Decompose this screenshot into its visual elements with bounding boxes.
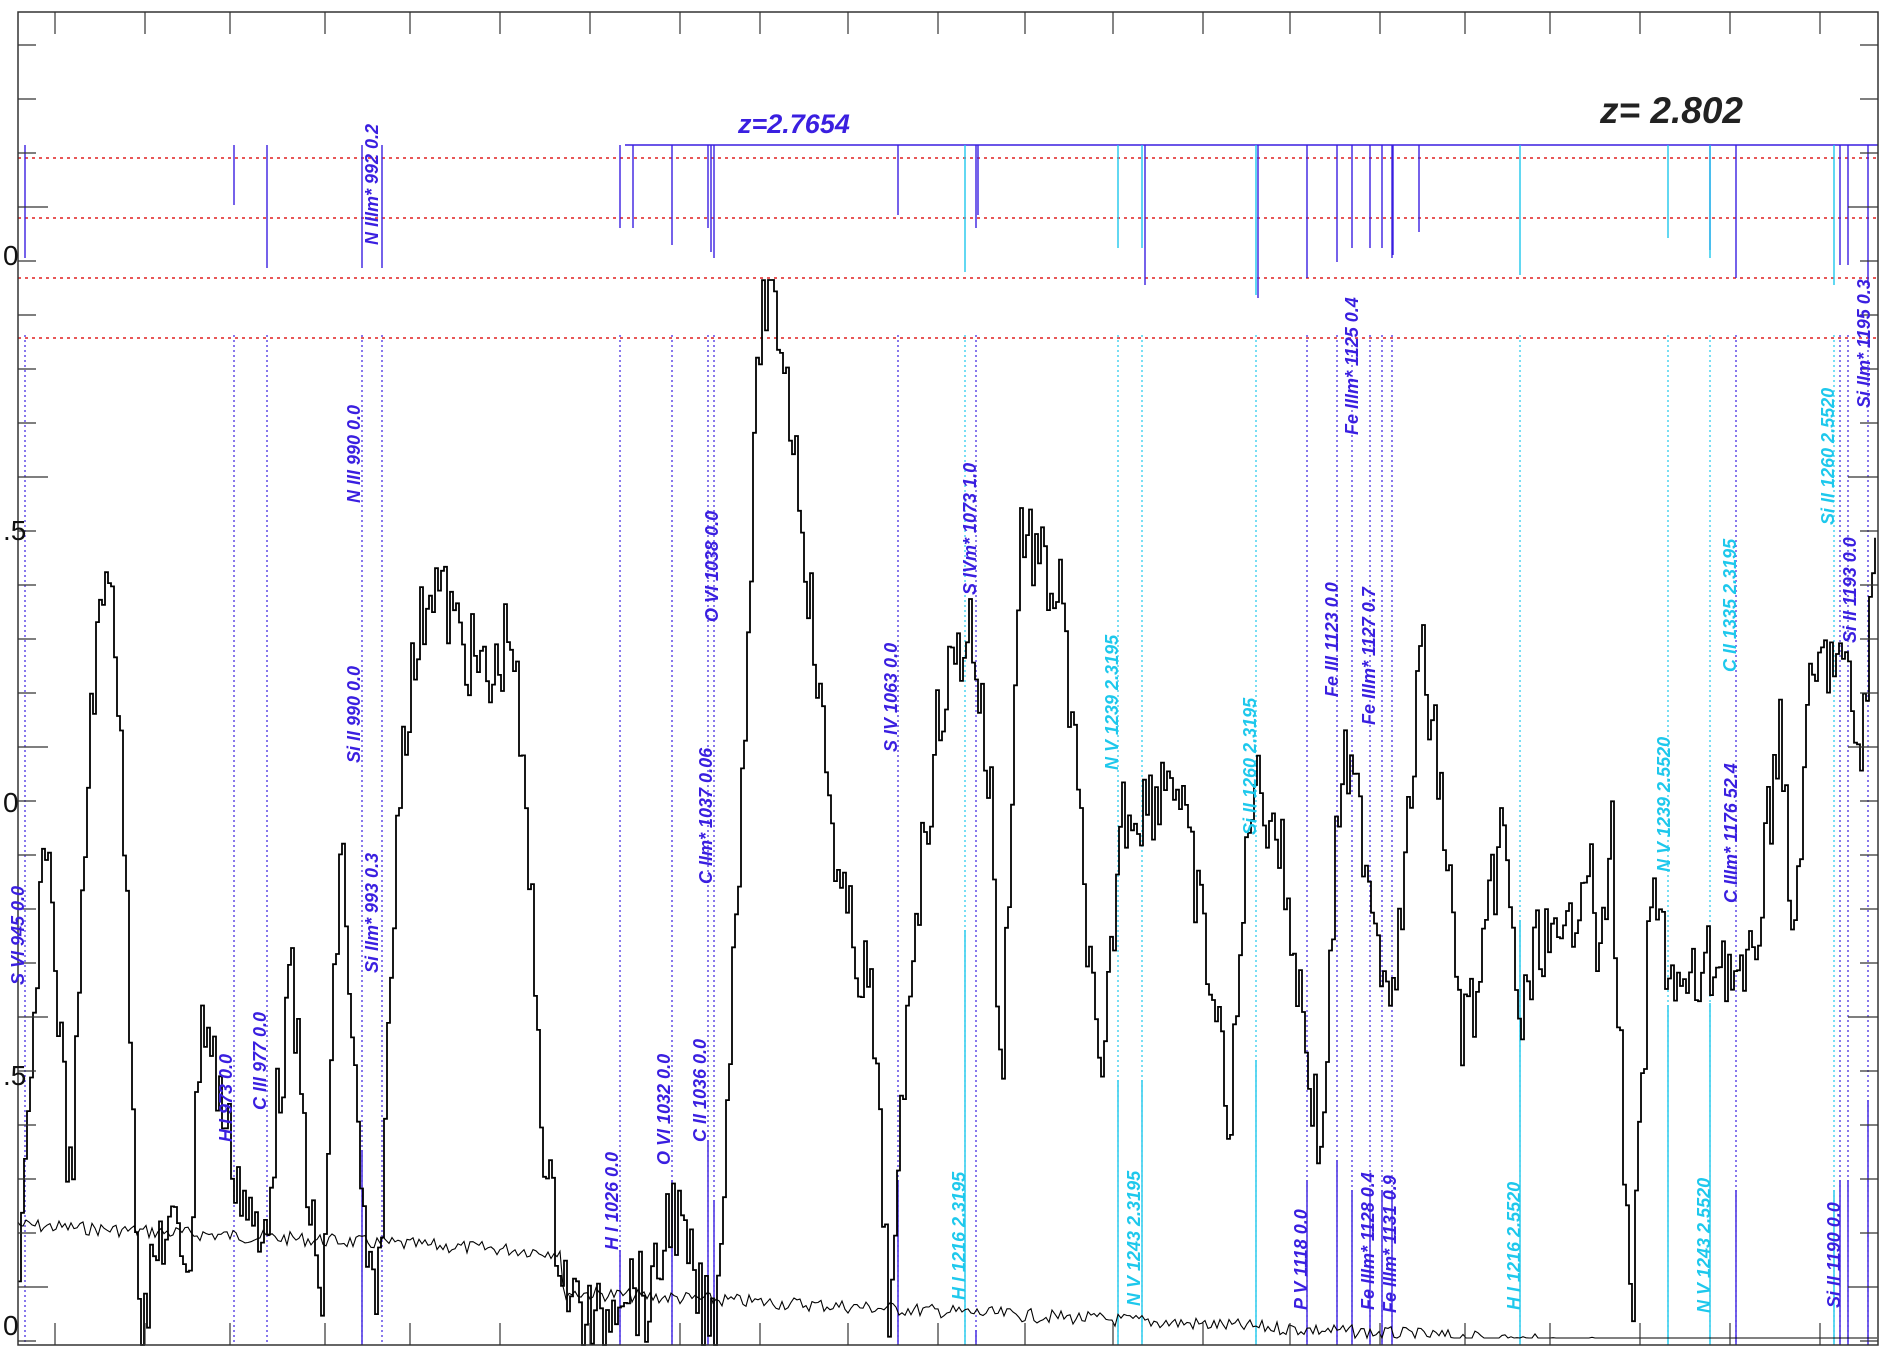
line-label-31: Si II 1260 2.5520 bbox=[1818, 388, 1838, 525]
line-label-1: H I 973 0.0 bbox=[216, 1054, 236, 1142]
line-markers-layer bbox=[24, 145, 1869, 1345]
line-label-21: Fe IIIm* 1127 0.7 bbox=[1359, 586, 1379, 725]
line-label-13: S IVm* 1073 1.0 bbox=[960, 463, 980, 595]
flux-spectrum bbox=[18, 279, 1876, 1346]
line-label-3: N IIIm* 992 0.2 bbox=[362, 124, 382, 245]
line-label-15: N V 1239 2.3195 bbox=[1102, 634, 1122, 770]
flux-spectrum-layer bbox=[18, 279, 1876, 1346]
line-label-24: H I 1216 2.5520 bbox=[1504, 1182, 1524, 1310]
line-label-32: Si IIm* 1195 0.3 bbox=[1854, 279, 1874, 408]
error-spectrum bbox=[17, 1218, 1877, 1340]
line-label-12: S IV 1063 0.0 bbox=[881, 643, 901, 752]
line-label-0: S VI 945 0.0 bbox=[8, 886, 28, 985]
line-label-7: H I 1026 0.0 bbox=[602, 1152, 622, 1250]
reference-lines-layer bbox=[18, 144, 1878, 339]
line-label-11: O VI 1038 0.0 bbox=[702, 511, 722, 622]
line-label-28: C II 1335 2.3195 bbox=[1720, 538, 1740, 672]
redshift-label-system-a: z=2.7654 bbox=[737, 109, 850, 139]
line-label-8: O VI 1032 0.0 bbox=[654, 1054, 674, 1165]
y-tick-label-2: 0 bbox=[3, 787, 19, 818]
line-label-25: N V 1239 2.5520 bbox=[1654, 737, 1674, 872]
line-label-26: N V 1243 2.5520 bbox=[1694, 1178, 1714, 1313]
redshift-label-main: z= 2.802 bbox=[1599, 90, 1743, 131]
y-tick-label-1: .5 bbox=[3, 515, 26, 546]
line-label-23: Fe IIIm* 1131 0.9 bbox=[1380, 1175, 1400, 1313]
error-spectrum-layer bbox=[17, 1218, 1877, 1340]
plot-frame-layer: 0 .5 0 .5 0 bbox=[3, 11, 1879, 1346]
plot-frame bbox=[17, 11, 1879, 1346]
line-label-5: Si II 990 0.0 bbox=[344, 666, 364, 763]
line-label-2: C III 977 0.0 bbox=[250, 1012, 270, 1110]
line-label-16: N V 1243 2.3195 bbox=[1124, 1170, 1144, 1306]
line-label-9: C II 1036 0.0 bbox=[690, 1039, 710, 1142]
y-tick-label-0: 0 bbox=[3, 240, 19, 271]
line-labels-layer: S VI 945 0.0 H I 973 0.0 C III 977 0.0 N II… bbox=[8, 124, 1874, 1313]
line-label-17: Si II 1260 2.3195 bbox=[1240, 697, 1260, 835]
line-label-19: Fe III 1123 0.0 bbox=[1322, 582, 1342, 697]
line-label-20: Fe IIIm* 1125 0.4 bbox=[1342, 297, 1362, 435]
line-label-10: C IIm* 1037 0.06 bbox=[696, 747, 716, 884]
line-label-29: Si II 1190 0.0 bbox=[1824, 1202, 1844, 1308]
line-label-14: H I 1216 2.3195 bbox=[949, 1171, 969, 1300]
line-label-27: C IIIm* 1176 52.4 bbox=[1721, 763, 1741, 903]
y-tick-label-3: .5 bbox=[3, 1060, 26, 1091]
line-label-18: P V 1118 0.0 bbox=[1291, 1209, 1311, 1310]
y-tick-label-4: 0 bbox=[3, 1310, 19, 1341]
line-label-22: Fe IIIm* 1128 0.4 bbox=[1358, 1172, 1378, 1310]
line-label-6: Si IIm* 993 0.3 bbox=[362, 853, 382, 973]
line-label-4: N III 990 0.0 bbox=[344, 405, 364, 503]
line-label-30: Si II 1193 0.0 bbox=[1840, 537, 1860, 643]
